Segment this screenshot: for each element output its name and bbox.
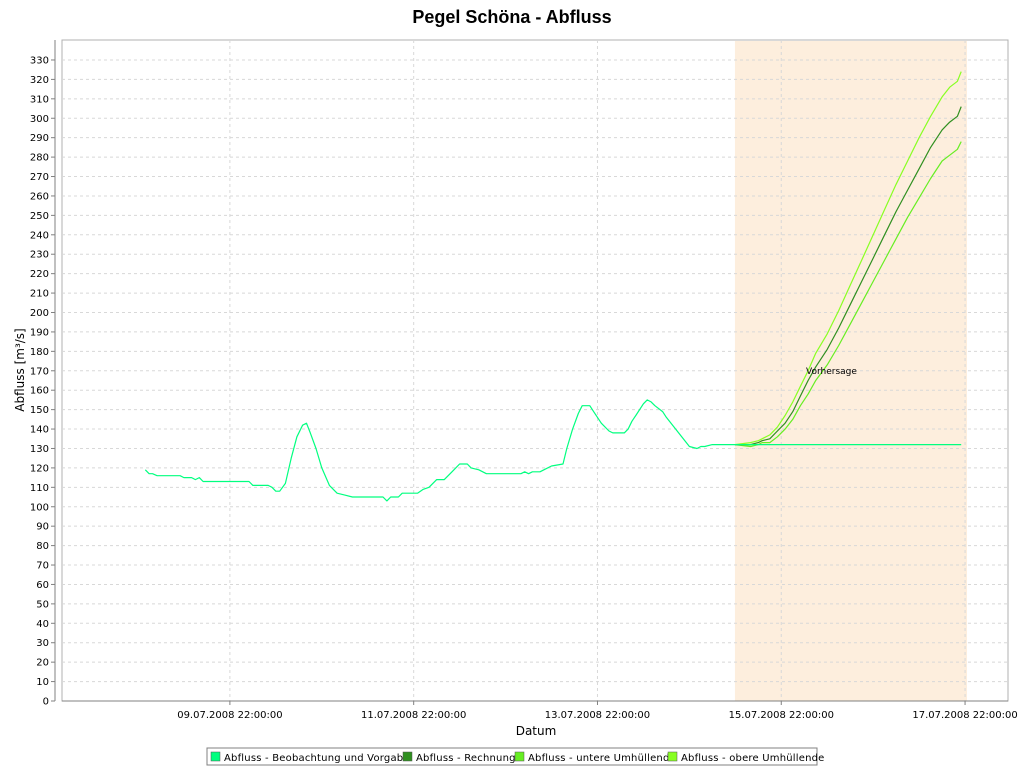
y-tick-label: 40	[36, 619, 49, 630]
y-tick-label: 130	[30, 444, 49, 455]
y-tick-label: 50	[36, 599, 49, 610]
x-tick-label: 13.07.2008 22:00:00	[545, 710, 650, 721]
legend-swatch	[402, 751, 413, 762]
y-tick-label: 280	[30, 153, 49, 164]
series-line-3	[734, 71, 962, 446]
forecast-label: Vorhersage	[806, 367, 857, 377]
y-tick-label: 300	[30, 114, 49, 125]
y-tick-label: 250	[30, 211, 49, 222]
y-tick-label: 210	[30, 289, 49, 300]
y-tick-label: 150	[30, 405, 49, 416]
y-tick-label: 30	[36, 638, 49, 649]
legend-label: Abfluss - obere Umhüllende	[681, 753, 825, 764]
x-tick-label: 15.07.2008 22:00:00	[729, 710, 834, 721]
series-line-2	[734, 141, 962, 448]
y-tick-label: 20	[36, 658, 49, 669]
legend-label: Abfluss - Rechnung	[416, 753, 516, 764]
y-tick-label: 160	[30, 386, 49, 397]
y-tick-label: 140	[30, 425, 49, 436]
legend-swatch	[667, 751, 678, 762]
series-line-0	[144, 399, 962, 502]
y-tick-label: 190	[30, 327, 49, 338]
legend-box	[206, 747, 818, 766]
series-line-1	[734, 106, 962, 446]
x-axis-label: Datum	[516, 724, 557, 738]
y-tick-label: 110	[30, 483, 49, 494]
y-axis-label: Abfluss [m³/s]	[13, 328, 27, 411]
y-tick-label: 270	[30, 172, 49, 183]
series-lines	[144, 71, 962, 502]
legend-swatch	[210, 751, 221, 762]
x-tick-labels: 09.07.2008 22:00:00 11.07.2008 22:00:00 13…	[177, 701, 1018, 721]
y-tick-label: 290	[30, 133, 49, 144]
chart-title: Pegel Schöna - Abfluss	[412, 7, 611, 27]
y-tick-label: 10	[36, 677, 49, 688]
y-tick-label: 230	[30, 250, 49, 261]
y-tick-label: 200	[30, 308, 49, 319]
legend-label: Abfluss - Beobachtung und Vorgabe	[224, 753, 410, 764]
y-tick-label: 60	[36, 580, 49, 591]
y-tick-label: 120	[30, 463, 49, 474]
y-tick-label: 100	[30, 502, 49, 513]
y-tick-label: 70	[36, 561, 49, 572]
x-tick-label: 11.07.2008 22:00:00	[361, 710, 466, 721]
y-tick-label: 260	[30, 191, 49, 202]
y-tick-label: 0	[43, 697, 49, 708]
y-tick-label: 90	[36, 522, 49, 533]
y-tick-label: 170	[30, 366, 49, 377]
legend: Abfluss - Beobachtung und Vorgabe Abfluss…	[206, 747, 825, 766]
legend-label: Abfluss - untere Umhüllende	[528, 753, 676, 764]
x-tick-label: 17.07.2008 22:00:00	[912, 710, 1017, 721]
y-tick-label: 240	[30, 230, 49, 241]
y-tick-label: 310	[30, 94, 49, 105]
grid	[62, 40, 1008, 701]
y-tick-label: 220	[30, 269, 49, 280]
y-tick-labels: 0 10 20 30 40 50 60 70 80 90 100 110 120 130 140 150 160…	[30, 55, 55, 708]
x-tick-label: 09.07.2008 22:00:00	[177, 710, 282, 721]
y-tick-label: 330	[30, 55, 49, 66]
y-tick-label: 320	[30, 75, 49, 86]
y-tick-label: 80	[36, 541, 49, 552]
y-tick-label: 180	[30, 347, 49, 358]
legend-swatch	[514, 751, 525, 762]
